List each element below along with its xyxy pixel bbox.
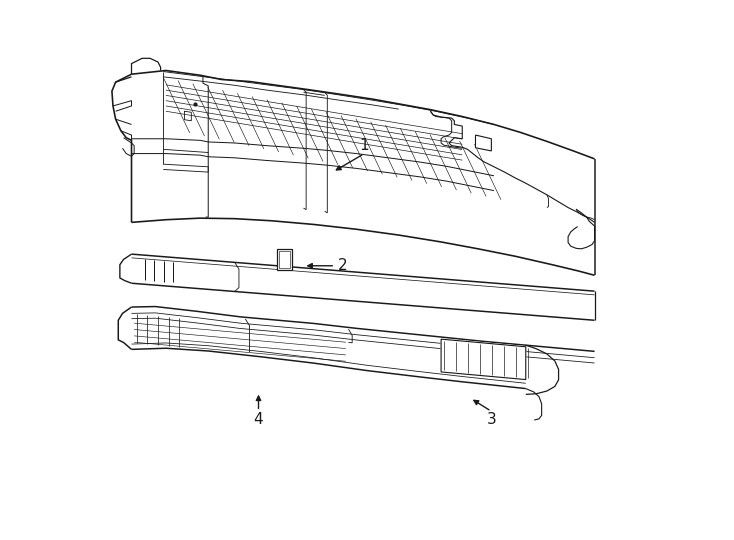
Bar [277, 249, 292, 270]
Polygon shape [441, 339, 526, 380]
Text: 4: 4 [254, 411, 264, 427]
Bar [279, 251, 290, 268]
Polygon shape [476, 135, 491, 151]
Text: 1: 1 [360, 138, 369, 153]
Text: 2: 2 [338, 258, 348, 273]
Text: 3: 3 [487, 411, 496, 427]
